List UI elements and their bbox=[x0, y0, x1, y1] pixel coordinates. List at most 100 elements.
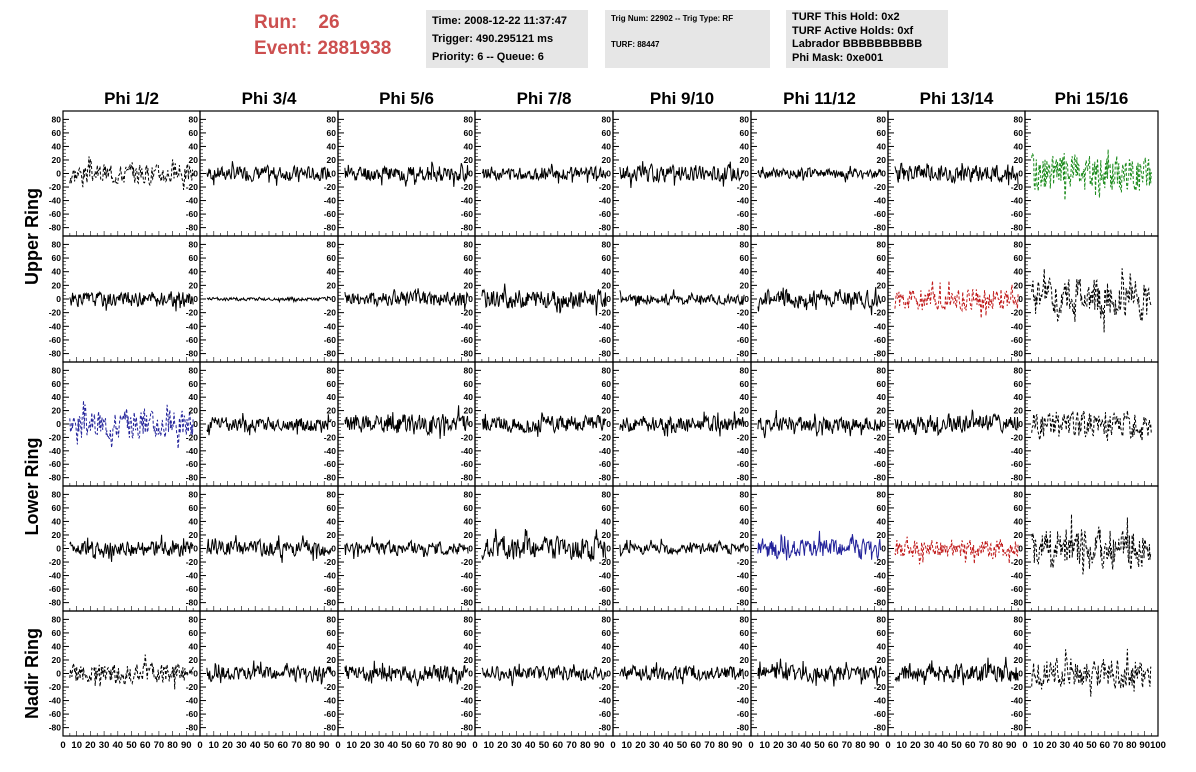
turf-active-text: TURF Active Holds: 0xf bbox=[792, 24, 914, 37]
y-tick-label: -60 bbox=[49, 335, 62, 345]
y-tick-label: 20 bbox=[877, 280, 887, 290]
y-tick-label: -20 bbox=[49, 557, 62, 567]
waveform-trace bbox=[344, 288, 469, 310]
y-tick-label: -20 bbox=[1011, 308, 1024, 318]
y-tick-label: 20 bbox=[52, 155, 62, 165]
y-tick-label: -20 bbox=[1011, 557, 1024, 567]
ring-label: Lower Ring bbox=[22, 438, 42, 536]
y-tick-label: 80 bbox=[189, 365, 199, 375]
y-tick-label: -20 bbox=[737, 682, 750, 692]
x-tick-label: 20 bbox=[497, 740, 508, 751]
x-tick-label: 90 bbox=[456, 740, 467, 751]
y-tick-label: 0 bbox=[1018, 169, 1023, 179]
y-tick-label: -20 bbox=[599, 432, 612, 442]
x-tick-label: 80 bbox=[1126, 740, 1137, 751]
y-tick-label: 20 bbox=[327, 406, 337, 416]
x-tick-label: 0 bbox=[610, 740, 615, 751]
y-tick-label: 20 bbox=[602, 655, 612, 665]
y-tick-label: 20 bbox=[877, 655, 887, 665]
x-tick-label: 70 bbox=[291, 740, 302, 751]
y-tick-label: -80 bbox=[49, 723, 62, 733]
y-tick-label: 20 bbox=[189, 280, 199, 290]
y-tick-label: 40 bbox=[464, 267, 474, 277]
y-tick-label: 60 bbox=[740, 628, 750, 638]
y-tick-label: -20 bbox=[874, 432, 887, 442]
x-tick-label: 0 bbox=[1022, 740, 1027, 751]
y-tick-label: -20 bbox=[49, 432, 62, 442]
y-tick-label: -80 bbox=[874, 473, 887, 483]
x-tick-label: 80 bbox=[992, 740, 1003, 751]
y-tick-label: -80 bbox=[737, 223, 750, 233]
y-tick-label: 0 bbox=[331, 169, 336, 179]
y-tick-label: -60 bbox=[186, 209, 199, 219]
y-tick-label: -80 bbox=[49, 473, 62, 483]
x-tick-label: 20 bbox=[1046, 740, 1057, 751]
y-tick-label: 80 bbox=[877, 365, 887, 375]
x-tick-label: 0 bbox=[335, 740, 340, 751]
y-tick-label: 20 bbox=[189, 530, 199, 540]
y-tick-label: -80 bbox=[874, 223, 887, 233]
y-tick-label: -80 bbox=[874, 723, 887, 733]
x-tick-label: 30 bbox=[99, 740, 110, 751]
y-tick-label: 40 bbox=[464, 516, 474, 526]
y-tick-label: 40 bbox=[740, 641, 750, 651]
y-tick-label: 40 bbox=[602, 516, 612, 526]
y-tick-label: 80 bbox=[1014, 239, 1024, 249]
y-tick-label: 0 bbox=[56, 669, 61, 679]
y-tick-label: 0 bbox=[744, 294, 749, 304]
x-tick-label: 60 bbox=[140, 740, 151, 751]
y-tick-label: -60 bbox=[1011, 209, 1024, 219]
y-tick-label: 80 bbox=[327, 614, 337, 624]
y-tick-label: -40 bbox=[186, 321, 199, 331]
y-tick-label: 20 bbox=[602, 406, 612, 416]
y-tick-label: -40 bbox=[461, 696, 474, 706]
panel-frame bbox=[474, 485, 614, 612]
y-tick-label: -20 bbox=[1011, 432, 1024, 442]
y-tick-label: -60 bbox=[324, 709, 337, 719]
y-tick-label: 80 bbox=[327, 489, 337, 499]
y-tick-label: -60 bbox=[1011, 584, 1024, 594]
y-tick-label: -20 bbox=[599, 557, 612, 567]
y-tick-label: -40 bbox=[737, 196, 750, 206]
y-tick-label: 40 bbox=[52, 267, 62, 277]
y-tick-label: 0 bbox=[744, 419, 749, 429]
y-tick-label: 0 bbox=[606, 294, 611, 304]
y-tick-label: 80 bbox=[1014, 365, 1024, 375]
y-tick-label: 80 bbox=[602, 614, 612, 624]
waveform-trace bbox=[206, 535, 332, 563]
y-tick-label: -60 bbox=[874, 209, 887, 219]
y-tick-label: -40 bbox=[324, 446, 337, 456]
x-tick-label: 40 bbox=[663, 740, 674, 751]
y-tick-label: 0 bbox=[468, 669, 473, 679]
y-tick-label: -20 bbox=[461, 557, 474, 567]
y-tick-label: -80 bbox=[1011, 598, 1024, 608]
y-tick-label: -60 bbox=[324, 209, 337, 219]
y-tick-label: 80 bbox=[877, 114, 887, 124]
y-tick-label: 60 bbox=[464, 628, 474, 638]
y-tick-label: 80 bbox=[877, 239, 887, 249]
waveform-trace bbox=[757, 530, 882, 561]
y-tick-label: 40 bbox=[327, 516, 337, 526]
y-tick-label: -60 bbox=[49, 709, 62, 719]
y-tick-label: 80 bbox=[52, 614, 62, 624]
y-tick-label: -80 bbox=[1011, 473, 1024, 483]
y-tick-label: 20 bbox=[877, 530, 887, 540]
y-tick-label: 80 bbox=[464, 614, 474, 624]
x-tick-label: 0 bbox=[748, 740, 753, 751]
run-event-display: Run: 26 Event: 2881938 bbox=[254, 10, 391, 62]
x-tick-label: 80 bbox=[580, 740, 591, 751]
y-tick-label: -80 bbox=[186, 723, 199, 733]
x-tick-label: 30 bbox=[787, 740, 798, 751]
y-tick-label: 40 bbox=[877, 641, 887, 651]
waveform-trace bbox=[344, 161, 469, 187]
x-tick-label: 10 bbox=[71, 740, 82, 751]
y-tick-label: 60 bbox=[602, 128, 612, 138]
y-tick-label: 20 bbox=[52, 406, 62, 416]
y-tick-label: 80 bbox=[877, 489, 887, 499]
x-tick-label: 50 bbox=[1086, 740, 1097, 751]
y-tick-label: -80 bbox=[1011, 223, 1024, 233]
y-tick-label: 20 bbox=[464, 280, 474, 290]
x-tick-label: 10 bbox=[1033, 740, 1044, 751]
column-title: Phi 3/4 bbox=[242, 89, 297, 108]
y-tick-label: -40 bbox=[599, 696, 612, 706]
